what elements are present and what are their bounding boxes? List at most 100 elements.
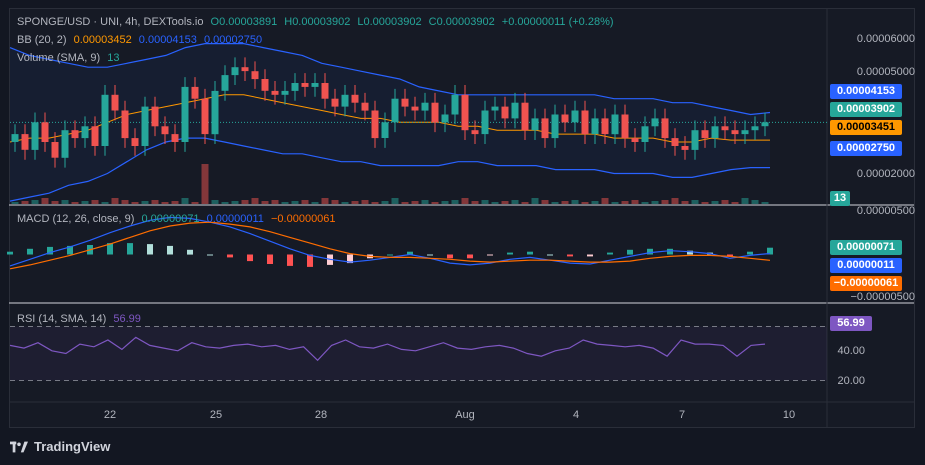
x-tick: 10 (782, 409, 796, 421)
candle-body (541, 118, 549, 139)
candle-body (431, 102, 439, 123)
candle-body (331, 98, 339, 107)
price-tick: 0.00005000 (856, 66, 915, 78)
candle-body (31, 122, 39, 150)
candle-body (11, 134, 19, 142)
macd-line-tag: 0.00000011 (830, 258, 902, 273)
volume-bar (671, 198, 679, 204)
candle-body (441, 114, 449, 123)
candle-body (141, 106, 149, 146)
candle-body (531, 118, 539, 131)
candle-body (491, 106, 499, 111)
candle-body (701, 130, 709, 139)
tradingview-logo-icon (10, 441, 28, 452)
candle-body (111, 94, 119, 111)
macd-histogram-bar (267, 254, 273, 264)
macd-histogram-bar (187, 249, 193, 255)
volume-bar (531, 198, 539, 204)
macd-signal-tag: −0.00000061 (830, 276, 902, 291)
candle-body (21, 134, 29, 150)
volume-bar (111, 198, 119, 204)
volume-bar (361, 200, 369, 204)
x-tick: 25 (209, 409, 223, 421)
volume-bar (21, 201, 29, 204)
candle-body (741, 130, 749, 135)
volume-bar (191, 202, 199, 204)
volume-bar (431, 202, 439, 204)
macd-histogram-bar (747, 251, 753, 255)
macd-legend: MACD (12, 26, close, 9) 0.00000071 0.000… (17, 213, 340, 225)
high-value: H0.00003902 (284, 16, 351, 28)
candle-body (271, 90, 279, 95)
macd-histogram-bar (307, 254, 313, 267)
candle-body (121, 110, 129, 139)
bb-upper-value: 0.00004153 (138, 34, 197, 46)
candle-body (761, 122, 769, 127)
macd-histogram-bar (567, 254, 573, 257)
volume-bar (721, 200, 729, 204)
volume-bar (341, 202, 349, 204)
volume-bar (451, 200, 459, 204)
volume-bar (521, 202, 529, 204)
macd-histogram-bar (607, 252, 613, 255)
macd-tick: −0.00000500 (850, 291, 915, 303)
volume-bar (301, 200, 309, 204)
volume-bar (221, 202, 229, 204)
candle-body (391, 98, 399, 123)
volume-bar (121, 200, 129, 204)
price-tick: 0.00006000 (856, 33, 915, 45)
candle-body (191, 86, 199, 99)
candle-body (661, 118, 669, 139)
macd-histogram-bar (147, 244, 153, 255)
rsi-tick: 40.00 (837, 345, 865, 357)
volume-bar (231, 201, 239, 204)
bb-basis-tag: 0.00003451 (830, 120, 902, 135)
macd-histogram-bar (687, 250, 693, 255)
macd-histogram-bar (587, 254, 593, 257)
candle-body (221, 75, 229, 91)
candle-body (471, 130, 479, 135)
rsi-band-fill (10, 326, 827, 381)
tradingview-brand[interactable]: TradingView (10, 439, 110, 454)
candle-body (381, 122, 389, 138)
volume-bar (561, 201, 569, 204)
candle-body (751, 126, 759, 131)
macd-tick: 0.00000500 (856, 205, 915, 217)
candle-body (421, 102, 429, 111)
bb-upper-tag: 0.00004153 (830, 84, 902, 99)
candle-body (321, 83, 329, 99)
candle-body (711, 126, 719, 139)
candle-body (291, 83, 299, 91)
macd-histogram-bar (387, 254, 393, 256)
rsi-tag: 56.99 (830, 316, 872, 331)
volume-bar (151, 200, 159, 204)
candle-body (281, 90, 289, 95)
candle-body (71, 130, 79, 139)
macd-histogram-bar (347, 254, 353, 264)
candle-body (591, 118, 599, 135)
candle-body (91, 126, 99, 146)
macd-histogram-bar (507, 252, 513, 255)
volume-bar (551, 202, 559, 204)
macd-histogram-bar (7, 251, 13, 255)
candle-body (241, 67, 249, 72)
volume-bar (181, 198, 189, 204)
change-value: +0.00000011 (+0.28%) (501, 16, 614, 28)
volume-bar (511, 200, 519, 204)
rsi-label: RSI (14, SMA, 14) (17, 313, 107, 325)
bb-upper-line (9, 43, 771, 116)
macd-histogram-bar (47, 246, 53, 255)
volume-value: 13 (107, 52, 120, 64)
candle-body (151, 106, 159, 127)
bb-basis-value: 0.00003452 (73, 34, 132, 46)
volume-bar (751, 200, 759, 204)
volume-legend: Volume (SMA, 9) 13 (17, 52, 123, 64)
macd-histogram-bar (527, 251, 533, 255)
symbol-label: SPONGE/USD · UNI, 4h, DEXTools.io (17, 16, 204, 28)
macd-histogram-bar (667, 248, 673, 255)
x-tick: 28 (314, 409, 328, 421)
candle-body (101, 94, 109, 146)
volume-bar (581, 202, 589, 204)
volume-bar (591, 201, 599, 204)
